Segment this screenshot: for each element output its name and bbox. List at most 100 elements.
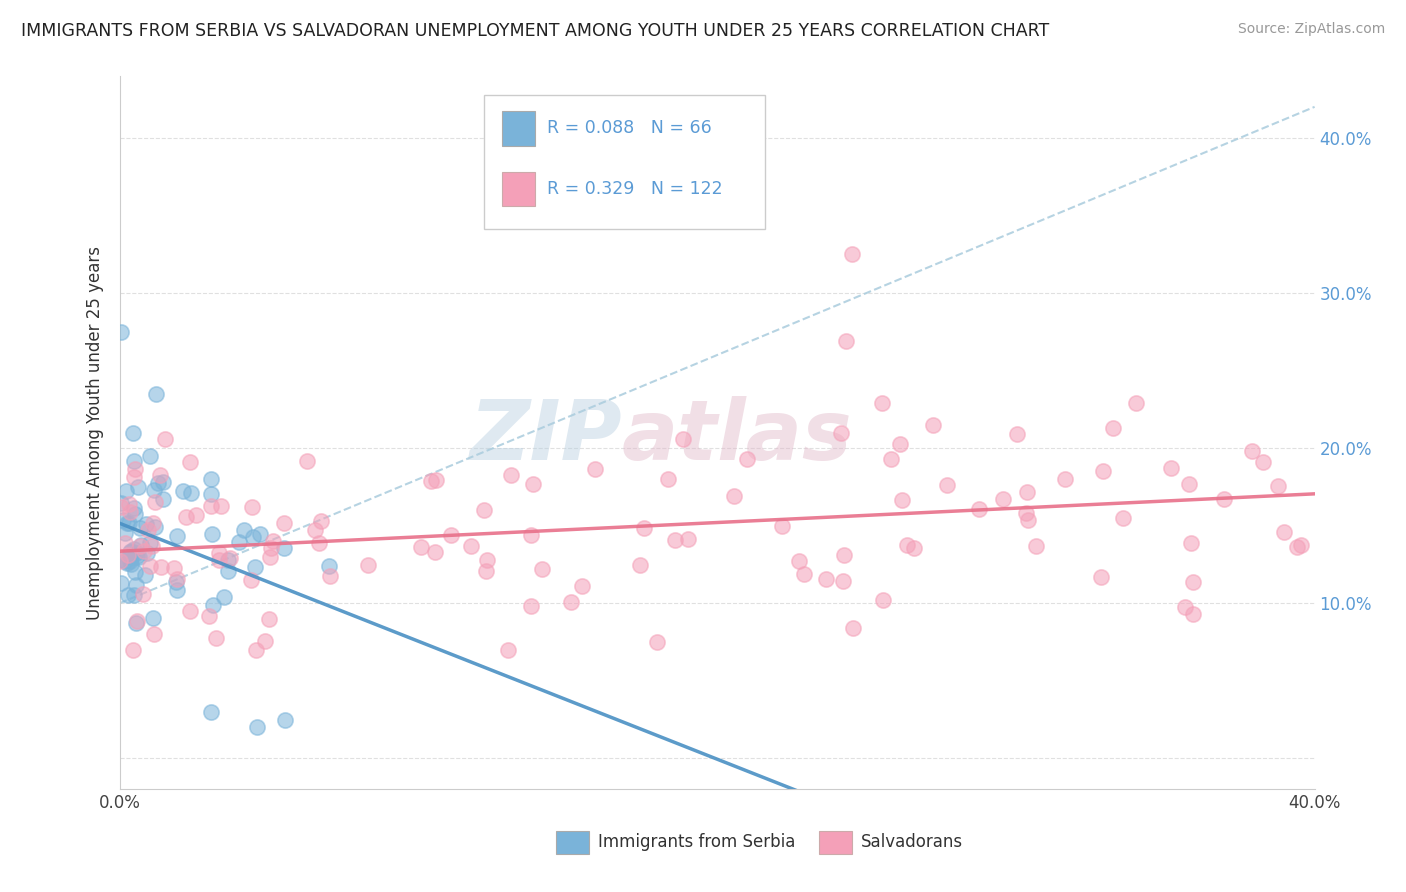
- Point: [201, 526, 224, 541]
- Point: [117, 549, 139, 563]
- Y-axis label: Unemployment Among Youth under 25 years: Unemployment Among Youth under 25 years: [86, 245, 104, 620]
- Point: [134, 568, 156, 582]
- Point: [1160, 461, 1182, 475]
- Point: [835, 334, 858, 349]
- Point: [179, 455, 201, 469]
- Point: [114, 525, 136, 540]
- Point: [425, 473, 447, 487]
- Point: [143, 627, 166, 641]
- Point: [202, 598, 225, 612]
- Point: [208, 553, 231, 567]
- Point: [152, 475, 174, 490]
- Point: [1213, 492, 1236, 507]
- Point: [793, 567, 815, 582]
- Text: R = 0.088   N = 66: R = 0.088 N = 66: [547, 119, 711, 136]
- Point: [475, 553, 498, 567]
- Point: [141, 540, 163, 554]
- Point: [1181, 607, 1204, 621]
- Point: [179, 604, 201, 618]
- Point: [200, 499, 222, 513]
- Point: [163, 561, 186, 575]
- Text: Source: ZipAtlas.com: Source: ZipAtlas.com: [1237, 22, 1385, 37]
- Point: [110, 554, 132, 568]
- Point: [262, 534, 284, 549]
- Point: [249, 527, 271, 541]
- Point: [1017, 513, 1039, 527]
- Point: [138, 536, 160, 550]
- Point: [148, 476, 170, 491]
- Point: [583, 461, 606, 475]
- Point: [260, 541, 283, 556]
- Point: [136, 523, 159, 537]
- Point: [212, 590, 235, 604]
- Point: [496, 642, 519, 657]
- Point: [1286, 541, 1309, 555]
- Point: [110, 500, 132, 514]
- Point: [1017, 485, 1039, 500]
- Point: [273, 516, 295, 531]
- Point: [120, 557, 142, 571]
- Point: [357, 558, 380, 572]
- Point: [787, 554, 810, 568]
- Point: [200, 705, 222, 719]
- Point: [460, 539, 482, 553]
- Point: [117, 588, 139, 602]
- Point: [1178, 477, 1201, 491]
- Point: [1125, 395, 1147, 409]
- Point: [870, 396, 893, 410]
- Point: [1180, 535, 1202, 549]
- Point: [128, 550, 150, 565]
- Text: R = 0.329   N = 122: R = 0.329 N = 122: [547, 180, 723, 198]
- Point: [111, 513, 134, 527]
- Point: [166, 572, 188, 586]
- Point: [124, 565, 146, 579]
- Point: [522, 476, 544, 491]
- Point: [114, 483, 136, 498]
- Point: [1272, 524, 1295, 539]
- Point: [1053, 472, 1076, 486]
- Point: [129, 539, 152, 553]
- Point: [174, 509, 197, 524]
- Text: IMMIGRANTS FROM SERBIA VS SALVADORAN UNEMPLOYMENT AMONG YOUTH UNDER 25 YEARS COR: IMMIGRANTS FROM SERBIA VS SALVADORAN UNE…: [21, 22, 1049, 40]
- Point: [120, 544, 142, 558]
- Point: [1092, 464, 1115, 478]
- Text: atlas: atlas: [621, 396, 852, 476]
- Point: [880, 451, 903, 466]
- Point: [1291, 538, 1313, 552]
- Point: [233, 523, 256, 537]
- Point: [319, 568, 342, 582]
- Bar: [818, 830, 852, 854]
- Point: [117, 516, 139, 530]
- Point: [200, 486, 222, 500]
- Point: [138, 559, 160, 574]
- Point: [180, 486, 202, 500]
- Point: [832, 549, 855, 563]
- Point: [647, 635, 669, 649]
- Point: [308, 535, 330, 549]
- Point: [832, 574, 855, 588]
- Point: [1112, 511, 1135, 525]
- Point: [664, 533, 686, 548]
- Point: [474, 564, 496, 578]
- Point: [135, 546, 157, 560]
- Point: [184, 508, 207, 522]
- Point: [145, 520, 166, 534]
- Point: [149, 467, 172, 482]
- Text: ZIP: ZIP: [468, 396, 621, 476]
- Point: [120, 549, 142, 564]
- Point: [217, 564, 239, 578]
- Point: [218, 551, 240, 566]
- Point: [967, 502, 990, 516]
- Point: [841, 247, 863, 261]
- Point: [127, 480, 149, 494]
- Point: [936, 478, 959, 492]
- Point: [737, 452, 759, 467]
- Point: [723, 489, 745, 503]
- Point: [242, 530, 264, 544]
- Point: [1102, 421, 1125, 435]
- Bar: [502, 172, 536, 206]
- Point: [110, 325, 132, 339]
- Point: [273, 541, 295, 555]
- Point: [115, 516, 138, 530]
- Point: [124, 462, 146, 476]
